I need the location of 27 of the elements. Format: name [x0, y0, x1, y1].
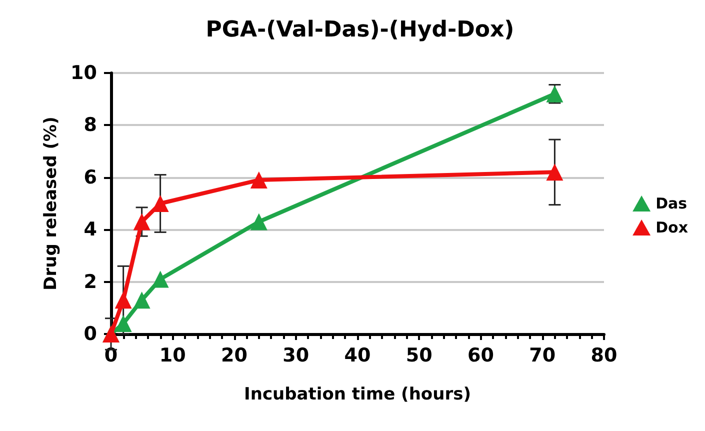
point [250, 172, 268, 189]
point [114, 292, 132, 309]
legend-label: Dox [656, 218, 688, 236]
x-tick-label: 60 [468, 344, 494, 366]
y-tick-label: 2 [84, 270, 97, 293]
chart-title: PGA-(Val-Das)-(Hyd-Dox) [206, 18, 514, 42]
x-tick-label: 70 [529, 344, 556, 366]
point [152, 270, 169, 288]
x-tick-label: 50 [406, 344, 432, 366]
x-tick-label: 80 [590, 344, 618, 366]
x-tick-label: 10 [159, 344, 186, 366]
x-tick-label: 30 [282, 344, 310, 366]
y-tick-label: 4 [84, 218, 97, 241]
y-tick-label: 10 [70, 62, 97, 84]
point [133, 292, 150, 309]
y-axis-title: Drug released (%) [41, 116, 62, 290]
y-tick-label: 0 [84, 323, 97, 345]
point [114, 315, 132, 332]
x-tick-label: 40 [344, 344, 371, 366]
point [546, 164, 564, 181]
x-tick-label: 20 [221, 344, 248, 366]
x-axis-title: Incubation time (hours) [244, 384, 471, 404]
legend-label: Das [656, 194, 688, 212]
point [133, 213, 150, 230]
y-tick-label: 8 [84, 114, 97, 136]
y-tick-label: 6 [84, 166, 97, 188]
point [250, 213, 268, 230]
